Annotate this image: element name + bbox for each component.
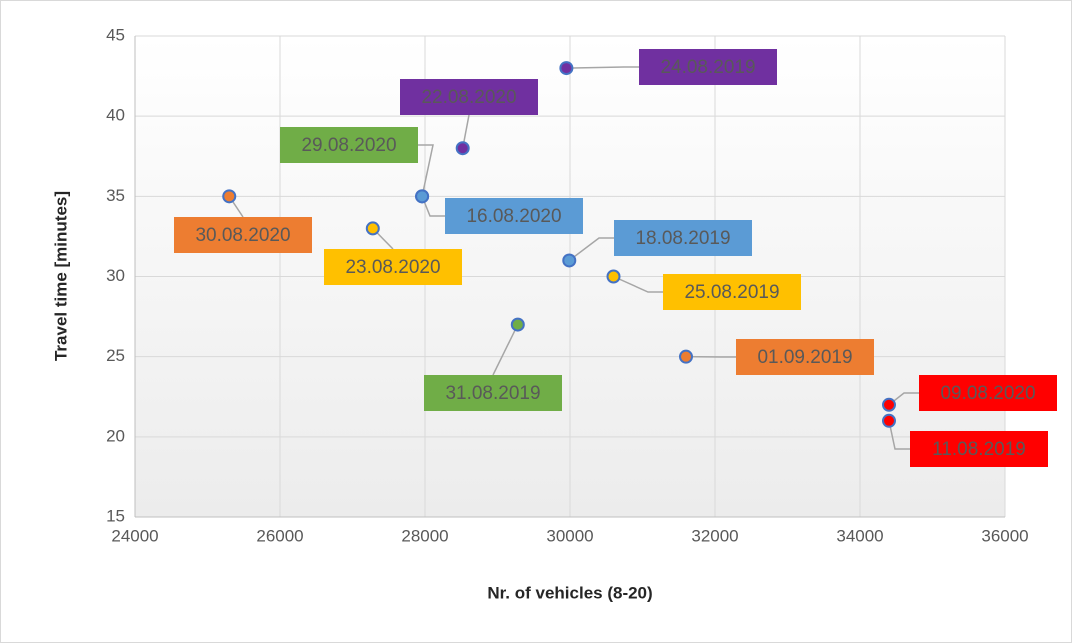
data-label: 18.08.2019 bbox=[635, 228, 730, 249]
data-label-box bbox=[919, 375, 1057, 411]
leader-line bbox=[566, 66, 639, 69]
leader-line bbox=[568, 237, 614, 262]
data-label: 30.08.2020 bbox=[195, 225, 290, 246]
data-label: 22.08.2020 bbox=[421, 87, 516, 108]
y-tick-label: 30 bbox=[106, 266, 125, 285]
point bbox=[510, 317, 525, 332]
point bbox=[606, 269, 621, 284]
y-tick-label: 15 bbox=[106, 506, 125, 525]
data-label: 29.08.2020 bbox=[301, 135, 396, 156]
y-tick-label: 35 bbox=[106, 186, 125, 205]
data-label-box bbox=[663, 274, 801, 310]
y-axis-title: Travel time [minutes] bbox=[51, 191, 70, 361]
data-label: 11.08.2019 bbox=[932, 439, 1026, 460]
data-label: 09.08.2020 bbox=[940, 383, 1035, 404]
leader-line bbox=[421, 196, 445, 217]
data-label-box bbox=[445, 198, 583, 234]
point bbox=[365, 221, 380, 236]
x-tick-label: 24000 bbox=[111, 526, 158, 545]
x-tick-label: 34000 bbox=[836, 526, 883, 545]
point bbox=[415, 189, 430, 204]
data-label: 16.08.2020 bbox=[466, 206, 561, 227]
leader-line bbox=[888, 420, 910, 450]
x-axis-title: Nr. of vehicles (8-20) bbox=[487, 583, 652, 602]
leader-line bbox=[492, 324, 519, 376]
data-label-box bbox=[280, 127, 418, 163]
point bbox=[559, 61, 574, 76]
data-label-box bbox=[400, 79, 538, 115]
y-tick-label: 40 bbox=[106, 106, 125, 125]
y-tick-label: 45 bbox=[106, 25, 125, 44]
point bbox=[222, 189, 237, 204]
data-label-box bbox=[174, 217, 312, 253]
point bbox=[455, 141, 470, 156]
x-tick-label: 30000 bbox=[546, 526, 593, 545]
data-label-box bbox=[614, 220, 752, 256]
data-label-box bbox=[424, 375, 562, 411]
point bbox=[882, 397, 896, 412]
data-label: 01.09.2019 bbox=[757, 347, 852, 368]
x-tick-label: 32000 bbox=[691, 526, 738, 545]
leader-line bbox=[613, 275, 663, 293]
data-label-box bbox=[324, 249, 462, 285]
data-label-box bbox=[639, 49, 777, 85]
data-label: 23.08.2020 bbox=[345, 257, 440, 278]
leader-line bbox=[418, 144, 434, 197]
y-tick-label: 25 bbox=[106, 346, 125, 365]
x-tick-label: 36000 bbox=[981, 526, 1028, 545]
data-label: 25.08.2019 bbox=[684, 282, 779, 303]
data-label-box bbox=[736, 339, 874, 375]
point bbox=[679, 349, 693, 364]
data-label: 31.08.2019 bbox=[445, 383, 540, 404]
x-tick-label: 28000 bbox=[401, 526, 448, 545]
point bbox=[562, 253, 577, 268]
point bbox=[882, 413, 896, 428]
x-tick-label: 26000 bbox=[256, 526, 303, 545]
data-label-box bbox=[910, 431, 1048, 467]
data-label: 24.08.2019 bbox=[660, 57, 755, 78]
y-tick-label: 20 bbox=[106, 426, 125, 445]
